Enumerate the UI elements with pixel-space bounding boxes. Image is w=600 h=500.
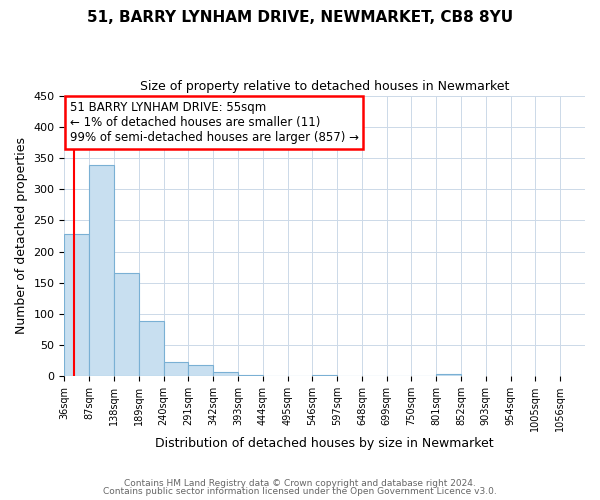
Bar [139,321,164,376]
Text: 51, BARRY LYNHAM DRIVE, NEWMARKET, CB8 8YU: 51, BARRY LYNHAM DRIVE, NEWMARKET, CB8 8… [87,10,513,25]
Bar [64,234,89,376]
Text: Contains public sector information licensed under the Open Government Licence v3: Contains public sector information licen… [103,487,497,496]
Text: 51 BARRY LYNHAM DRIVE: 55sqm
← 1% of detached houses are smaller (11)
99% of sem: 51 BARRY LYNHAM DRIVE: 55sqm ← 1% of det… [70,101,359,144]
Y-axis label: Number of detached properties: Number of detached properties [15,138,28,334]
Bar [188,365,213,376]
Bar [114,274,139,376]
Bar [436,374,461,376]
Text: Contains HM Land Registry data © Crown copyright and database right 2024.: Contains HM Land Registry data © Crown c… [124,478,476,488]
Bar [213,372,238,376]
Bar [238,375,263,376]
Bar [313,375,337,376]
Title: Size of property relative to detached houses in Newmarket: Size of property relative to detached ho… [140,80,509,93]
Bar [164,362,188,376]
X-axis label: Distribution of detached houses by size in Newmarket: Distribution of detached houses by size … [155,437,494,450]
Bar [89,166,114,376]
